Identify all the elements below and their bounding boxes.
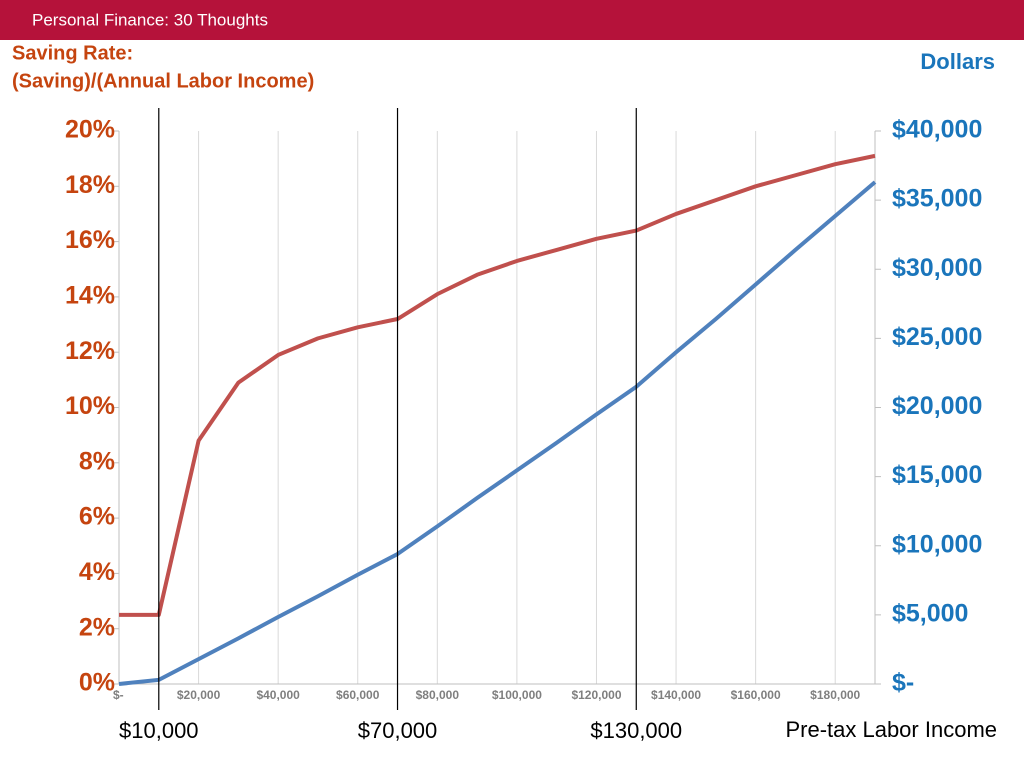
y-axis-label: (Saving)/(Annual Labor Income) — [12, 70, 314, 92]
annotation-label: $10,000 — [119, 718, 199, 743]
y2-tick-label: $10,000 — [892, 530, 982, 558]
x-tick-label: $100,000 — [492, 688, 542, 702]
y-tick-label: 18% — [65, 171, 115, 199]
x-tick-label: $40,000 — [256, 688, 300, 702]
y-tick-label: 0% — [79, 669, 115, 697]
y2-tick-label: $25,000 — [892, 323, 982, 351]
y-tick-label: 10% — [65, 392, 115, 420]
x-tick-label: $- — [113, 688, 124, 702]
y-tick-label: 16% — [65, 226, 115, 254]
header-bar — [0, 0, 1024, 40]
header-title: Personal Finance: 30 Thoughts — [32, 10, 268, 29]
y-tick-label: 20% — [65, 116, 115, 144]
y2-tick-label: $15,000 — [892, 461, 982, 489]
x-tick-label: $120,000 — [571, 688, 621, 702]
y2-axis-label: Dollars — [920, 49, 995, 74]
series-line — [119, 153, 876, 617]
y-axis-label: Saving Rate: — [12, 42, 133, 64]
x-tick-label: $140,000 — [651, 688, 701, 702]
y2-tick-label: $5,000 — [892, 599, 968, 627]
y-tick-label: 12% — [65, 337, 115, 365]
annotation-label: $130,000 — [590, 718, 682, 743]
x-tick-label: $160,000 — [731, 688, 781, 702]
x-tick-label: $20,000 — [177, 688, 221, 702]
y-tick-label: 2% — [79, 613, 115, 641]
y-tick-label: 8% — [79, 447, 115, 475]
y2-tick-label: $- — [892, 669, 914, 697]
y2-tick-label: $40,000 — [892, 116, 982, 144]
x-tick-label: $180,000 — [810, 688, 860, 702]
y-tick-label: 6% — [79, 503, 115, 531]
x-tick-label: $60,000 — [336, 688, 380, 702]
y-tick-label: 4% — [79, 558, 115, 586]
y2-tick-label: $30,000 — [892, 254, 982, 282]
x-axis-label: Pre-tax Labor Income — [785, 717, 997, 742]
series-line — [118, 180, 877, 686]
y-tick-label: 14% — [65, 282, 115, 310]
y2-tick-label: $20,000 — [892, 392, 982, 420]
annotation-label: $70,000 — [358, 718, 438, 743]
x-tick-label: $80,000 — [416, 688, 460, 702]
y2-tick-label: $35,000 — [892, 185, 982, 213]
